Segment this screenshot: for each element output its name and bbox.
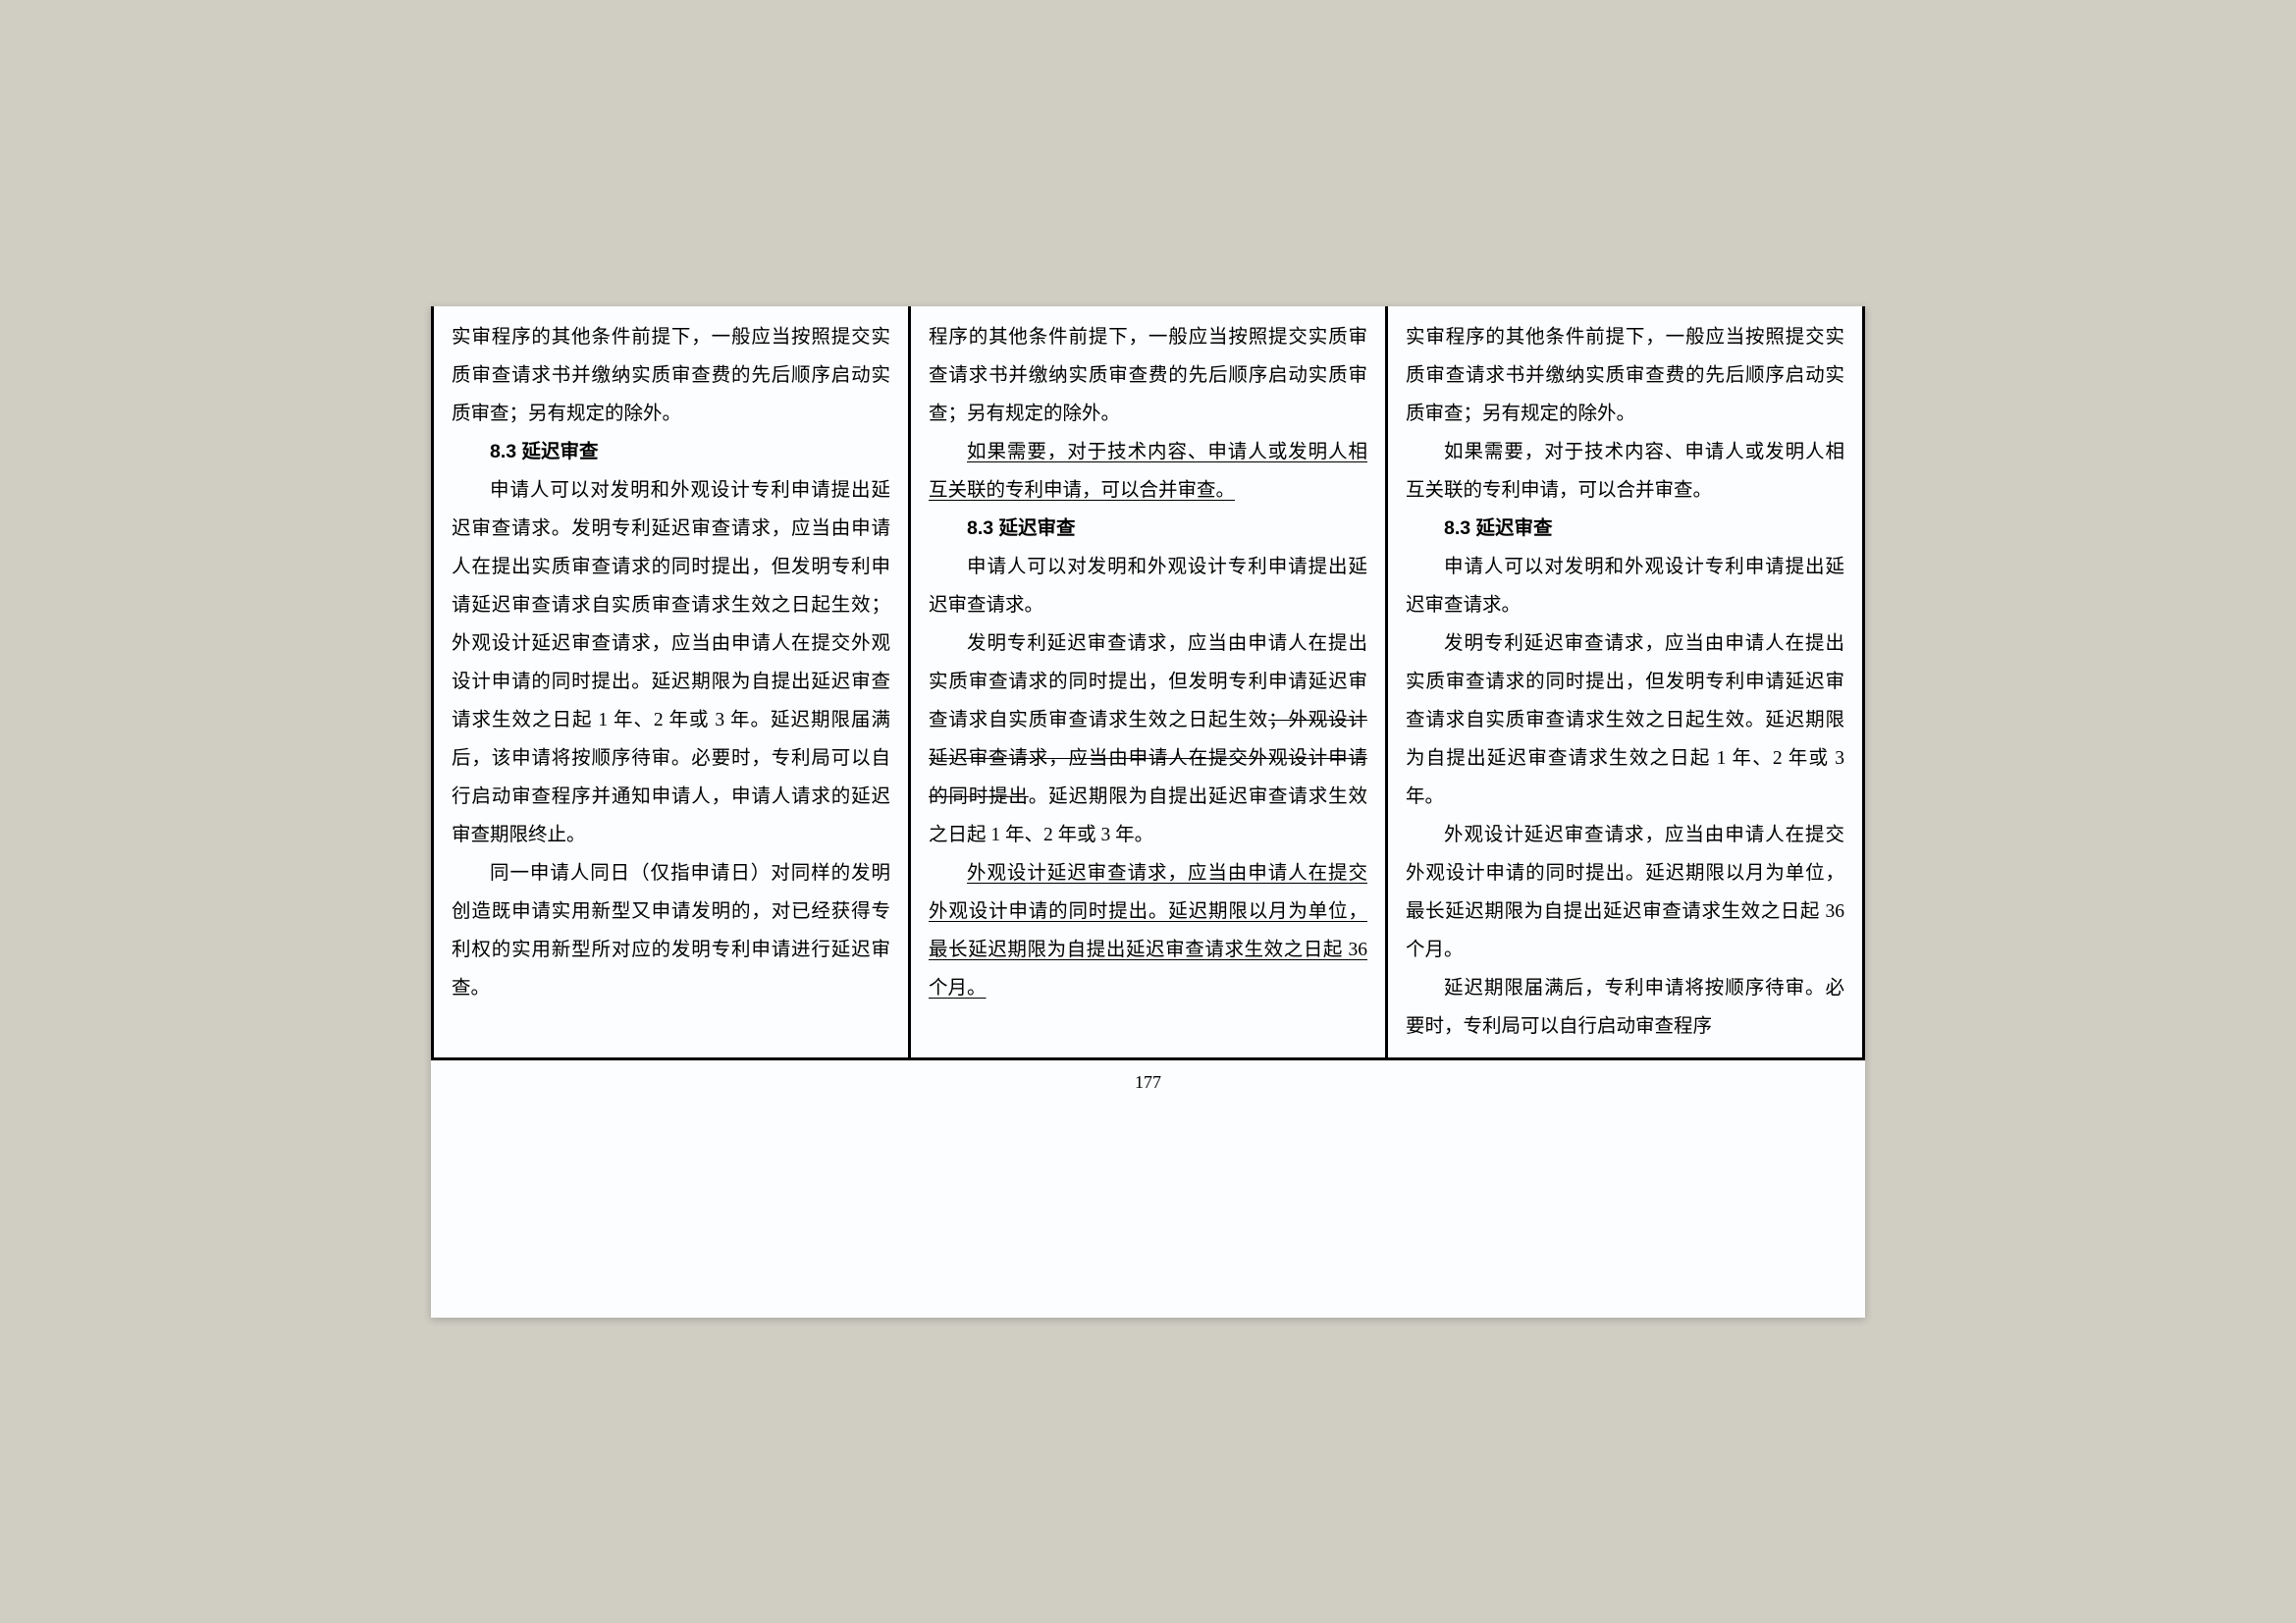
right-heading: 8.3 延迟审查 [1406, 510, 1844, 548]
right-p1: 实审程序的其他条件前提下，一般应当按照提交实质审查请求书并缴纳实质审查费的先后顺… [1406, 318, 1844, 433]
middle-p3: 申请人可以对发明和外观设计专利申请提出延迟审查请求。 [929, 548, 1367, 624]
right-p2: 如果需要，对于技术内容、申请人或发明人相互关联的专利申请，可以合并审查。 [1406, 433, 1844, 510]
page-number: 177 [431, 1060, 1865, 1112]
left-p1: 实审程序的其他条件前提下，一般应当按照提交实质审查请求书并缴纳实质审查费的先后顺… [452, 318, 890, 433]
middle-p5-underline: 外观设计延迟审查请求，应当由申请人在提交外观设计申请的同时提出。延迟期限以月为单… [929, 863, 1367, 999]
middle-p1: 程序的其他条件前提下，一般应当按照提交实质审查请求书并缴纳实质审查费的先后顺序启… [929, 318, 1367, 433]
left-p2: 申请人可以对发明和外观设计专利申请提出延迟审查请求。发明专利延迟审查请求，应当由… [452, 471, 890, 854]
column-middle: 程序的其他条件前提下，一般应当按照提交实质审查请求书并缴纳实质审查费的先后顺序启… [911, 306, 1388, 1057]
document-page: 实审程序的其他条件前提下，一般应当按照提交实质审查请求书并缴纳实质审查费的先后顺… [431, 306, 1865, 1318]
left-heading: 8.3 延迟审查 [452, 433, 890, 471]
middle-heading: 8.3 延迟审查 [929, 510, 1367, 548]
comparison-table: 实审程序的其他条件前提下，一般应当按照提交实质审查请求书并缴纳实质审查费的先后顺… [431, 306, 1865, 1060]
middle-p2-underline: 如果需要，对于技术内容、申请人或发明人相互关联的专利申请，可以合并审查。 [929, 442, 1367, 501]
middle-p4: 发明专利延迟审查请求，应当由申请人在提出实质审查请求的同时提出，但发明专利申请延… [929, 624, 1367, 854]
right-p3: 申请人可以对发明和外观设计专利申请提出延迟审查请求。 [1406, 548, 1844, 624]
right-p6: 延迟期限届满后，专利申请将按顺序待审。必要时，专利局可以自行启动审查程序 [1406, 969, 1844, 1046]
middle-p5: 外观设计延迟审查请求，应当由申请人在提交外观设计申请的同时提出。延迟期限以月为单… [929, 854, 1367, 1007]
middle-p2: 如果需要，对于技术内容、申请人或发明人相互关联的专利申请，可以合并审查。 [929, 433, 1367, 510]
column-left: 实审程序的其他条件前提下，一般应当按照提交实质审查请求书并缴纳实质审查费的先后顺… [434, 306, 911, 1057]
right-p4: 发明专利延迟审查请求，应当由申请人在提出实质审查请求的同时提出，但发明专利申请延… [1406, 624, 1844, 816]
column-right: 实审程序的其他条件前提下，一般应当按照提交实质审查请求书并缴纳实质审查费的先后顺… [1388, 306, 1862, 1057]
left-p3: 同一申请人同日（仅指申请日）对同样的发明创造既申请实用新型又申请发明的，对已经获… [452, 854, 890, 1007]
content-area: 实审程序的其他条件前提下，一般应当按照提交实质审查请求书并缴纳实质审查费的先后顺… [431, 306, 1865, 1318]
right-p5: 外观设计延迟审查请求，应当由申请人在提交外观设计申请的同时提出。延迟期限以月为单… [1406, 816, 1844, 969]
